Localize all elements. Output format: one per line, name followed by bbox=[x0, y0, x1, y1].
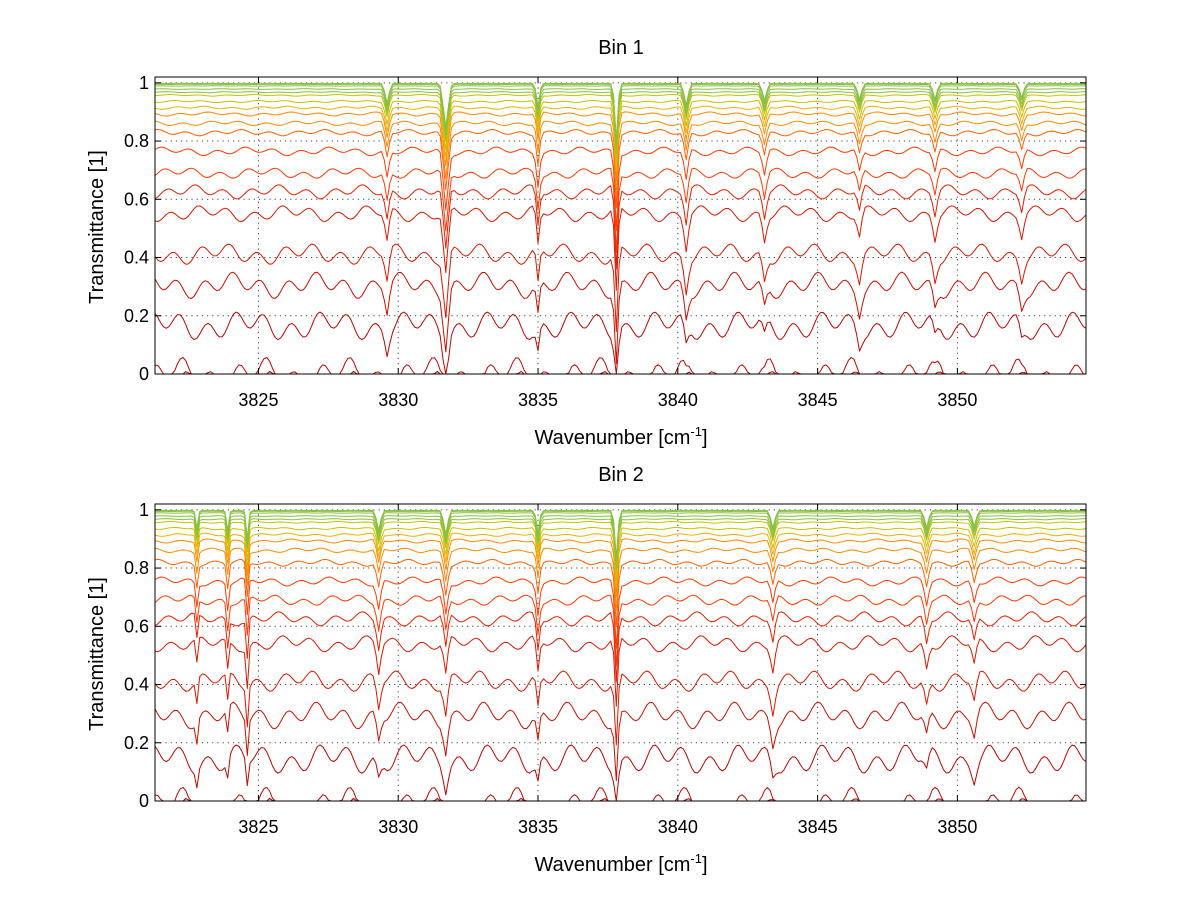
spectrum-series-line bbox=[154, 184, 1087, 270]
chart-panel-bin-1: Bin 1 3825 3830 3835 3840 3845 3850 0 0.2 0.4 0.6… bbox=[86, 37, 1087, 449]
chart-panel-bin-2: Bin 2 3825 3830 3835 3840 3845 3850 0 0.2 0.4 0.6… bbox=[86, 464, 1087, 876]
x-tick-label: 3830 bbox=[378, 390, 418, 410]
y-tick-label: 0.2 bbox=[124, 733, 149, 753]
x-tick-label: 3825 bbox=[238, 817, 278, 837]
x-tick-label: 3825 bbox=[238, 390, 278, 410]
spectrum-series-line bbox=[154, 146, 1087, 231]
axes-frame bbox=[154, 76, 1087, 375]
y-tick-label: 1 bbox=[139, 73, 149, 93]
chart-title: Bin 2 bbox=[598, 464, 644, 486]
y-tick-label: 0.4 bbox=[124, 675, 149, 695]
x-tick-label: 3835 bbox=[518, 390, 558, 410]
chart-title: Bin 1 bbox=[598, 37, 644, 59]
plot-area: 3825 3830 3835 3840 3845 3850 0 0.2 0.4 0.6 0.8 1 bbox=[124, 73, 1087, 410]
plot-area: 3825 3830 3835 3840 3845 3850 0 0.2 0.4 0.6 0.8 1 bbox=[124, 500, 1087, 837]
x-axis-label: Wavenumber [cm-1] bbox=[534, 851, 707, 876]
spectrum-series-line bbox=[154, 271, 1087, 365]
spectrum-series-line bbox=[154, 594, 1087, 667]
x-tick-label: 3840 bbox=[658, 817, 698, 837]
axes-frame bbox=[154, 503, 1087, 802]
y-tick-label: 0.8 bbox=[124, 131, 149, 151]
spectrum-series-line bbox=[154, 111, 1087, 182]
spectrum-series-line bbox=[154, 515, 1086, 566]
spectrum-series-line bbox=[155, 82, 1086, 141]
y-tick-label: 0.6 bbox=[124, 616, 149, 636]
spectrum-series-line bbox=[154, 526, 1087, 581]
spectrum-series-line bbox=[154, 120, 1087, 196]
x-tick-label: 3845 bbox=[798, 817, 838, 837]
spectrum-series-line bbox=[154, 635, 1087, 707]
x-tick-label: 3835 bbox=[518, 817, 558, 837]
y-axis-label: Transmittance [1] bbox=[86, 150, 108, 304]
spectrum-series-line bbox=[154, 670, 1087, 746]
spectrum-series-line bbox=[154, 357, 1087, 375]
spectrum-series-line bbox=[154, 243, 1087, 333]
y-tick-label: 0.8 bbox=[124, 558, 149, 578]
series-group bbox=[154, 509, 1087, 802]
spectrum-series-line bbox=[154, 311, 1087, 375]
spectrum-series-line bbox=[154, 744, 1087, 802]
series-group bbox=[154, 82, 1087, 375]
spectrum-series-line bbox=[154, 205, 1087, 291]
spectrum-series-line bbox=[154, 538, 1087, 598]
y-axis-label: Transmittance [1] bbox=[86, 577, 108, 731]
spectrum-series-line bbox=[154, 611, 1087, 683]
spectrum-series-line bbox=[154, 518, 1087, 570]
spectrum-series-line bbox=[154, 701, 1087, 782]
x-axis-label-end: ] bbox=[702, 427, 708, 449]
x-axis-label-end: ] bbox=[702, 854, 708, 876]
x-tick-label: 3850 bbox=[937, 390, 977, 410]
y-tick-label: 0.6 bbox=[124, 189, 149, 209]
spectrum-series-line bbox=[154, 521, 1087, 574]
y-tick-label: 0.4 bbox=[124, 248, 149, 268]
x-tick-label: 3850 bbox=[937, 817, 977, 837]
spectrum-series-line bbox=[154, 786, 1086, 802]
spectrum-series-line bbox=[154, 576, 1087, 649]
spectrum-series-line bbox=[154, 167, 1087, 253]
spectrum-series-line bbox=[154, 129, 1087, 209]
spectrum-series-line bbox=[154, 88, 1086, 149]
y-tick-label: 1 bbox=[139, 500, 149, 520]
x-axis-label-superscript: -1 bbox=[690, 851, 702, 866]
y-tick-label: 0 bbox=[139, 791, 149, 811]
spectrum-series-line bbox=[154, 532, 1087, 589]
y-tick-label: 0 bbox=[139, 364, 149, 384]
y-tick-label: 0.2 bbox=[124, 306, 149, 326]
spectrum-series-line bbox=[154, 105, 1087, 173]
x-axis-label-text: Wavenumber [cm bbox=[534, 854, 690, 876]
x-tick-label: 3830 bbox=[378, 817, 418, 837]
x-axis-label-superscript: -1 bbox=[690, 424, 702, 439]
x-tick-label: 3845 bbox=[798, 390, 838, 410]
spectrum-series-line bbox=[155, 509, 1086, 559]
spectrum-series-line bbox=[154, 91, 1087, 153]
x-axis-label-text: Wavenumber [cm bbox=[534, 427, 690, 449]
x-tick-label: 3840 bbox=[658, 390, 698, 410]
spectrum-series-line bbox=[154, 99, 1087, 165]
spectrum-series-line bbox=[154, 94, 1087, 157]
x-axis-label: Wavenumber [cm-1] bbox=[534, 424, 707, 449]
spectrum-series-line bbox=[154, 547, 1087, 611]
spectrum-series-line bbox=[154, 558, 1087, 628]
